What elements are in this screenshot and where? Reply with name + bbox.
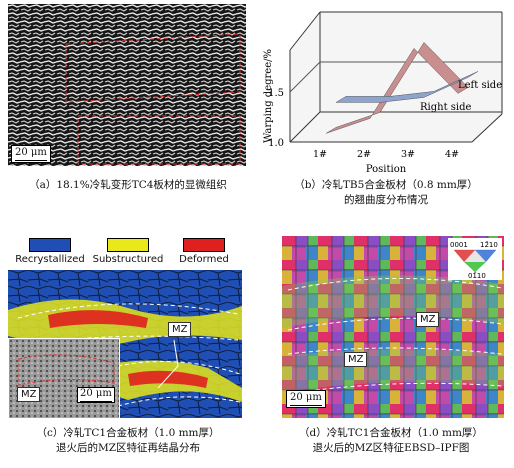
series-ribbon-right-side bbox=[335, 71, 479, 103]
tag-mz: MZ bbox=[168, 322, 192, 337]
caption-d: （d）冷轧TC1合金板材（1.0 mm厚） 退火后的MZ区特征EBSD–IPF图 bbox=[299, 427, 483, 454]
inset-micrograph: MZ 20 μm bbox=[8, 338, 120, 418]
y-axis-label: Warping degree/% bbox=[263, 49, 274, 143]
inset-tag-mz: MZ bbox=[17, 387, 41, 402]
tag-mz-1: MZ bbox=[416, 312, 440, 327]
legend-substructured: Substructured bbox=[90, 238, 166, 265]
y-tick-1-0: 1.0 bbox=[268, 138, 284, 149]
ipf-key-0110: 01̄10 bbox=[468, 272, 486, 280]
grain-map: MZ MZ 20 μm bbox=[8, 270, 242, 418]
scale-bar-d: 20 μm bbox=[286, 390, 326, 408]
x-tick-4: 4# bbox=[445, 149, 459, 160]
tag-mz-2: MZ bbox=[344, 352, 368, 367]
scale-bar-d-label: 20 μm bbox=[290, 392, 322, 403]
legend-swatch-deformed bbox=[183, 238, 225, 252]
legend-swatch-recrystallized bbox=[29, 238, 71, 252]
legend-left-side: Left side bbox=[458, 80, 502, 91]
legend-deformed: Deformed bbox=[168, 238, 240, 265]
y-tick-1-5: 1.5 bbox=[268, 88, 284, 99]
legend-label-recrystallized: Recrystallized bbox=[15, 254, 85, 265]
legend-label-deformed: Deformed bbox=[179, 254, 229, 265]
chart-series bbox=[325, 41, 479, 134]
caption-a: （a）18.1%冷轧变形TC4板材的显微组织 bbox=[29, 179, 227, 191]
micrograph-texture bbox=[8, 4, 246, 166]
ipf-texture: 0001 12̄10 01̄10 bbox=[282, 236, 504, 418]
scale-bar-label: 20 μm bbox=[15, 147, 47, 158]
inset-scale-bar-label: 20 μm bbox=[80, 388, 112, 399]
series-ribbon-left-side bbox=[325, 41, 469, 134]
panel-b-chart: 1.0 1.5 1# 2# 3# 4# Position Warping deg… bbox=[262, 4, 510, 176]
scale-bar: 20 μm bbox=[11, 145, 51, 163]
x-tick-1: 1# bbox=[313, 149, 327, 160]
ipf-color-key bbox=[448, 238, 502, 280]
legend-recrystallized: Recrystallized bbox=[12, 238, 88, 265]
legend-swatch-substructured bbox=[107, 238, 149, 252]
legend-label-substructured: Substructured bbox=[92, 254, 164, 265]
caption-b: （b）冷轧TB5合金板材（0.8 mm厚） 的翘曲度分布情况 bbox=[294, 179, 478, 206]
panel-a-micrograph: 20 μm bbox=[8, 4, 246, 166]
inset-scale-bar: 20 μm bbox=[77, 387, 115, 403]
inset-texture bbox=[9, 339, 119, 418]
panel-c-recrystallization-map: Recrystallized Substructured Deformed bbox=[8, 236, 242, 418]
ipf-key-0001: 0001 bbox=[450, 241, 468, 249]
panel-d-ipf-map: 0001 12̄10 01̄10 MZ MZ 20 μm bbox=[282, 236, 504, 418]
legend: Recrystallized Substructured Deformed bbox=[8, 236, 242, 268]
grain-map-texture bbox=[8, 270, 242, 418]
ipf-key-1210: 12̄10 bbox=[480, 241, 498, 249]
x-tick-3: 3# bbox=[401, 149, 415, 160]
warping-chart: 1.0 1.5 1# 2# 3# 4# Position Warping deg… bbox=[263, 11, 503, 175]
legend-right-side: Right side bbox=[420, 102, 471, 113]
x-tick-2: 2# bbox=[357, 149, 371, 160]
caption-c: （c）冷轧TC1合金板材（1.0 mm厚） 退火后的MZ区特征再结晶分布 bbox=[36, 427, 220, 454]
x-axis-label: Position bbox=[366, 164, 407, 175]
